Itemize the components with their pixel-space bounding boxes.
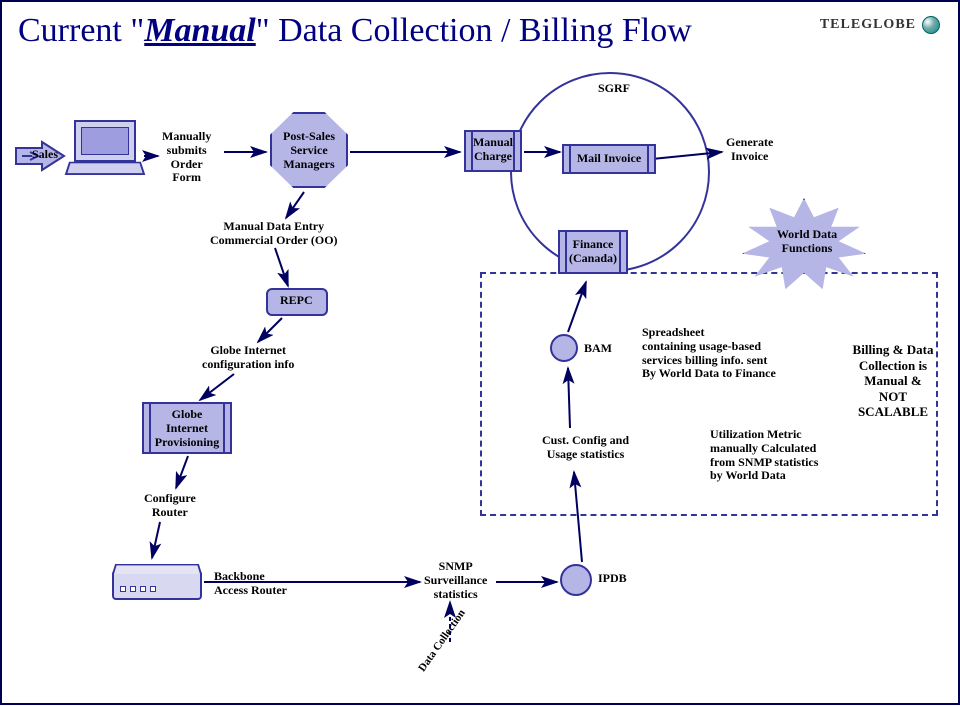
ipdb-circle: [560, 564, 592, 596]
mail-invoice-label: Mail Invoice: [568, 152, 650, 166]
brand-text: TELEGLOBE: [820, 17, 916, 33]
data-collection-label: Data Collection: [416, 607, 468, 674]
manually-submits-label: Manually submits Order Form: [162, 130, 211, 185]
callout-text: Billing & Data Collection is Manual & NO…: [838, 342, 948, 420]
snmp-label: SNMP Surveillance statistics: [424, 560, 487, 601]
ipdb-label: IPDB: [598, 572, 627, 586]
globe-prov-label: Globe Internet Provisioning: [146, 408, 228, 449]
title-post: " Data Collection / Billing Flow: [256, 12, 692, 49]
cust-config-label: Cust. Config and Usage statistics: [542, 434, 629, 462]
configure-router-label: Configure Router: [144, 492, 196, 520]
title-em: Manual: [144, 12, 256, 49]
bam-circle: [550, 334, 578, 362]
title-pre: Current ": [18, 12, 144, 49]
manual-data-entry-label: Manual Data Entry Commercial Order (OO): [210, 220, 338, 248]
backbone-label: Backbone Access Router: [214, 570, 287, 598]
generate-invoice-label: Generate Invoice: [726, 136, 773, 164]
brand-logo: TELEGLOBE: [820, 16, 940, 34]
spreadsheet-label: Spreadsheet containing usage-based servi…: [642, 326, 812, 381]
utilization-label: Utilization Metric manually Calculated f…: [710, 428, 860, 483]
bam-label: BAM: [584, 342, 612, 356]
manual-charge-label: Manual Charge: [468, 136, 518, 164]
world-data-label: World Data Functions: [762, 228, 852, 256]
finance-label: Finance (Canada): [562, 238, 624, 266]
page-title: Current "Manual" Data Collection / Billi…: [18, 12, 692, 50]
sales-label: Sales: [32, 148, 58, 162]
globe-cfg-label: Globe Internet configuration info: [202, 344, 294, 372]
repc-label: REPC: [280, 294, 313, 308]
globe-icon: [922, 16, 940, 34]
postsales-label: Post-Sales Service Managers: [275, 130, 343, 171]
computer-icon: [74, 120, 143, 176]
router-icon: [112, 570, 202, 600]
sgrf-label: SGRF: [598, 82, 630, 96]
